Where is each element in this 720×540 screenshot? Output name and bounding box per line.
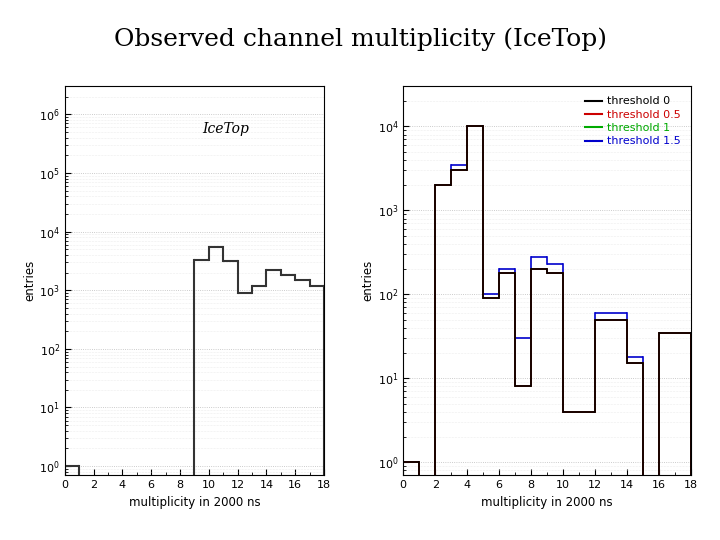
Text: Observed channel multiplicity (IceTop): Observed channel multiplicity (IceTop) <box>114 27 606 51</box>
Legend: threshold 0, threshold 0.5, threshold 1, threshold 1.5: threshold 0, threshold 0.5, threshold 1,… <box>581 92 685 151</box>
X-axis label: multiplicity in 2000 ns: multiplicity in 2000 ns <box>129 496 260 509</box>
Y-axis label: entries: entries <box>23 260 36 301</box>
X-axis label: multiplicity in 2000 ns: multiplicity in 2000 ns <box>482 496 613 509</box>
Y-axis label: entries: entries <box>361 260 374 301</box>
Text: IceTop: IceTop <box>202 122 249 136</box>
